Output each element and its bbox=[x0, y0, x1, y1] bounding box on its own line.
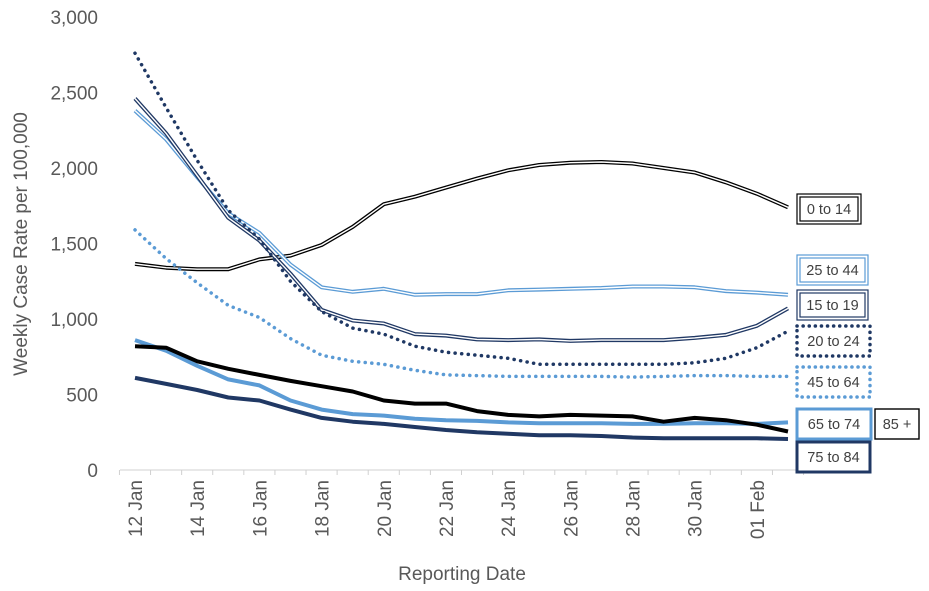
series-15-to-19-line bbox=[133, 97, 789, 343]
series-75-to-84-line bbox=[134, 375, 789, 441]
series-0-to-14-line bbox=[134, 160, 789, 272]
x-axis-title: Reporting Date bbox=[398, 564, 526, 585]
label-0-to-14: 0 to 14 bbox=[796, 193, 862, 225]
label-25-to-44: 25 to 44 bbox=[796, 254, 869, 286]
label-45-to-64: 45 to 64 bbox=[795, 365, 872, 399]
x-tick-label: 14 Jan bbox=[188, 480, 209, 537]
series-0-to-14-line-inner bbox=[134, 161, 789, 270]
series-25-to-44-line-inner bbox=[134, 110, 789, 296]
y-tick-label: 1,000 bbox=[50, 310, 98, 331]
x-tick-label: 30 Jan bbox=[686, 480, 707, 537]
series-15-to-19-line-outer bbox=[133, 97, 789, 343]
label-75-to-84-text: 75 to 84 bbox=[807, 450, 859, 466]
series-65-to-74-line bbox=[134, 338, 789, 426]
y-tick-label: 1,500 bbox=[50, 235, 98, 256]
series-20-to-24-line bbox=[133, 51, 790, 367]
y-tick-label: 3,000 bbox=[50, 8, 98, 29]
x-tick-label: 20 Jan bbox=[375, 480, 396, 537]
label-25-to-44-text: 25 to 44 bbox=[806, 263, 858, 279]
x-tick-label: 12 Jan bbox=[126, 480, 147, 537]
x-tick-label: 26 Jan bbox=[561, 480, 582, 537]
series-end-labels: 0 to 14 25 to 44 15 to 19 20 to 24 45 to 64 6… bbox=[795, 193, 920, 474]
series-85-plus-line bbox=[134, 344, 789, 434]
label-0-to-14-text: 0 to 14 bbox=[807, 202, 851, 218]
y-tick-label: 0 bbox=[87, 461, 98, 482]
x-axis-ticks: 12 Jan 14 Jan 16 Jan 18 Jan 20 Jan 22 Jan 24 J… bbox=[118, 470, 805, 539]
series-45-to-64-line bbox=[133, 228, 790, 379]
y-axis-title: Weekly Case Rate per 100,000 bbox=[11, 112, 32, 376]
y-tick-label: 2,500 bbox=[50, 84, 98, 105]
series-25-to-44-line bbox=[133, 109, 789, 297]
y-axis-ticks: 0 500 1,000 1,500 2,000 2,500 3,000 bbox=[50, 8, 98, 482]
series-15-to-19-line-inner bbox=[134, 98, 789, 342]
x-tick-label: 24 Jan bbox=[499, 480, 520, 537]
label-65-to-74-text: 65 to 74 bbox=[808, 417, 860, 433]
label-85-plus: 85 + bbox=[874, 408, 920, 440]
x-tick-label: 28 Jan bbox=[624, 480, 645, 537]
label-15-to-19: 15 to 19 bbox=[796, 289, 869, 321]
y-tick-label: 500 bbox=[66, 386, 98, 407]
x-tick-label: 18 Jan bbox=[313, 480, 334, 537]
x-tick-label: 22 Jan bbox=[437, 480, 458, 537]
series-lines bbox=[133, 51, 790, 441]
label-20-to-24-text: 20 to 24 bbox=[807, 334, 859, 350]
label-85-plus-text: 85 + bbox=[883, 417, 912, 433]
label-65-to-74: 65 to 74 bbox=[795, 407, 873, 441]
x-tick-label: 16 Jan bbox=[250, 480, 271, 537]
label-75-to-84: 75 to 84 bbox=[795, 440, 872, 474]
label-15-to-19-text: 15 to 19 bbox=[806, 298, 858, 314]
y-tick-label: 2,000 bbox=[50, 159, 98, 180]
label-20-to-24: 20 to 24 bbox=[795, 324, 872, 358]
x-tick-label: 01 Feb bbox=[748, 480, 769, 539]
label-45-to-64-text: 45 to 64 bbox=[807, 375, 859, 391]
